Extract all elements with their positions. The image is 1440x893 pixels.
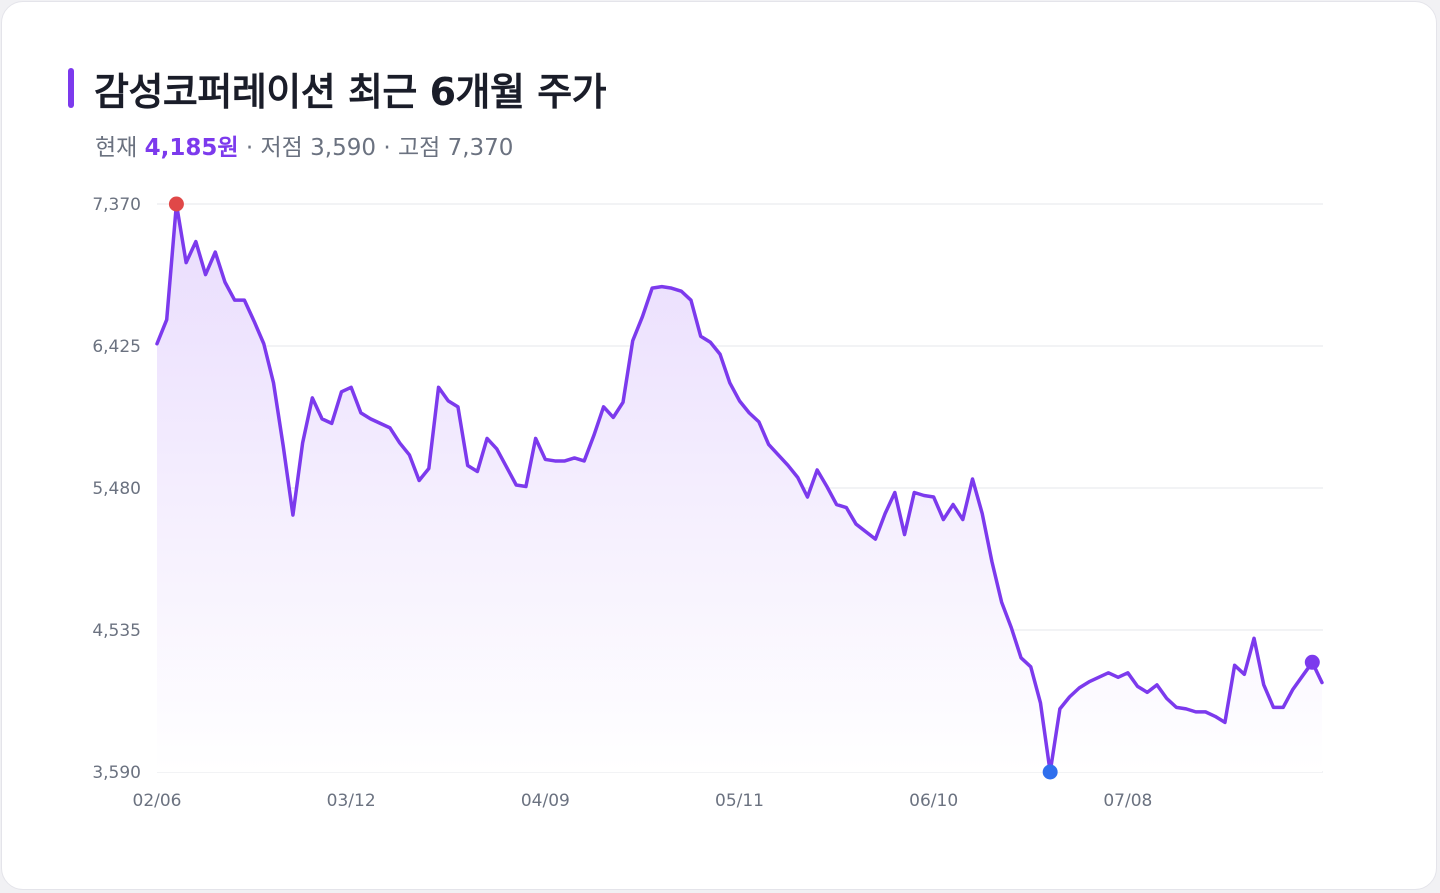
x-tick-label: 04/09 bbox=[521, 791, 570, 811]
separator: · bbox=[245, 135, 254, 161]
y-tick-label: 7,370 bbox=[92, 195, 141, 215]
x-tick-label: 02/06 bbox=[133, 791, 182, 811]
x-tick-label: 06/10 bbox=[909, 791, 958, 811]
title-accent-bar bbox=[68, 68, 74, 108]
x-axis-ticks: 02/06 03/12 04/09 05/11 06/10 07/08 bbox=[133, 791, 1153, 811]
x-tick-label: 05/11 bbox=[715, 791, 764, 811]
area-fill-path bbox=[157, 204, 1322, 772]
y-tick-label: 5,480 bbox=[92, 479, 141, 499]
markers bbox=[168, 196, 1320, 780]
high-price: 7,370 bbox=[447, 135, 514, 161]
low-price: 3,590 bbox=[310, 135, 376, 161]
x-tick-label: 03/12 bbox=[327, 791, 376, 811]
current-price: 4,185원 bbox=[144, 135, 239, 161]
y-tick-label: 6,425 bbox=[92, 337, 141, 357]
low-label: 저점 bbox=[260, 135, 303, 161]
low-point-marker bbox=[1042, 764, 1058, 780]
separator: · bbox=[383, 135, 391, 161]
x-tick-label: 07/08 bbox=[1103, 791, 1152, 811]
chart-title: 감성코퍼레이션 최근 6개월 주가 bbox=[94, 69, 607, 114]
high-point-marker bbox=[168, 196, 184, 212]
y-axis-ticks: 7,370 6,425 5,480 4,535 3,590 bbox=[92, 195, 141, 783]
title-row: 감성코퍼레이션 최근 6개월 주가 bbox=[68, 64, 607, 114]
current-label: 현재 bbox=[95, 135, 138, 161]
price-line-path bbox=[155, 202, 1324, 774]
high-label: 고점 bbox=[397, 135, 441, 161]
current-point-marker bbox=[1304, 654, 1320, 670]
area-fill bbox=[157, 204, 1322, 772]
y-tick-label: 3,590 bbox=[92, 763, 141, 783]
price-line bbox=[155, 202, 1324, 774]
y-tick-label: 4,535 bbox=[92, 621, 141, 641]
price-summary: 현재 4,185원 · 저점 3,590 · 고점 7,370 bbox=[95, 128, 513, 162]
